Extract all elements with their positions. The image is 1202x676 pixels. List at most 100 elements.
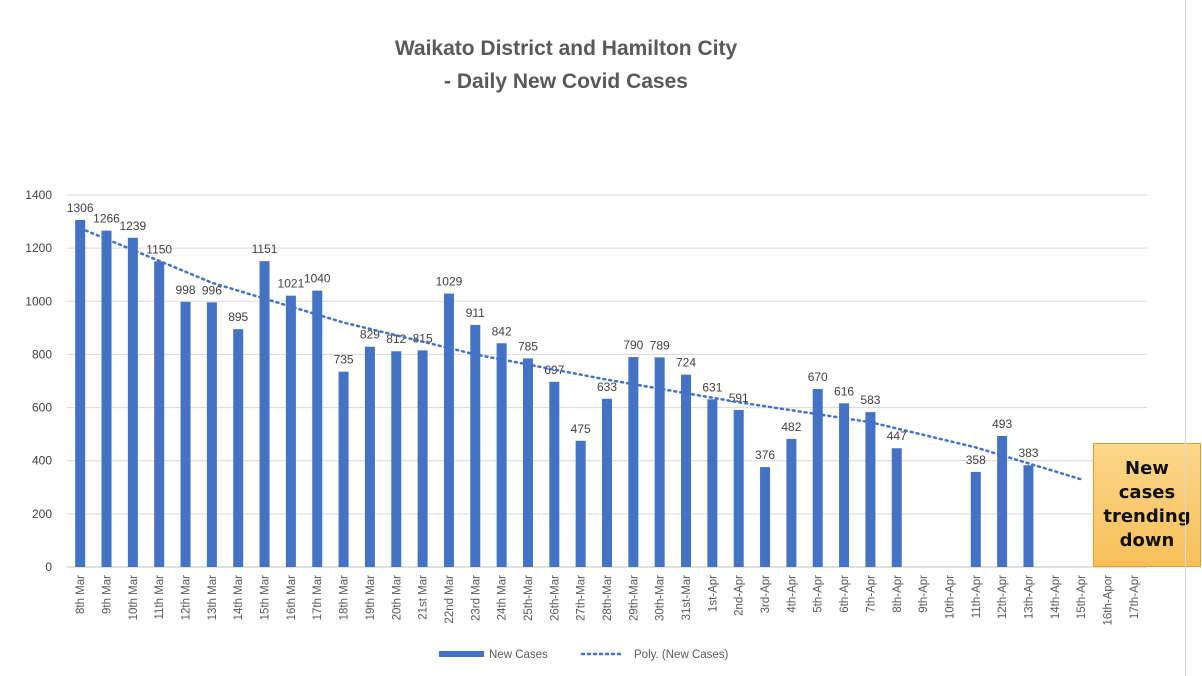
data-label: 1021 xyxy=(278,277,305,291)
x-tick-label: 31st-Mar xyxy=(681,575,693,621)
bar xyxy=(575,440,586,567)
frame-divider xyxy=(1185,0,1186,676)
bar xyxy=(312,290,323,567)
x-tick-label: 3rd-Apr xyxy=(760,575,772,614)
legend-swatch-new-cases xyxy=(439,651,484,657)
chart-title: Waikato District and Hamilton City - Dai… xyxy=(0,32,1132,98)
y-tick-label: 800 xyxy=(32,347,52,361)
x-tick-label: 11th-Apr xyxy=(971,575,983,618)
x-tick-label: 10th Mar xyxy=(128,575,140,621)
bar xyxy=(233,329,244,567)
x-tick-label: 16th-Apor xyxy=(1102,575,1114,626)
data-label: 724 xyxy=(676,356,696,370)
x-tick-label: 28th-Mar xyxy=(602,575,614,621)
trendline xyxy=(78,226,1083,481)
x-tick-label: 12th Mar xyxy=(181,575,193,621)
x-tick-label: 15th-Apr xyxy=(1076,575,1088,619)
data-label: 670 xyxy=(808,370,828,384)
bar xyxy=(970,471,981,567)
bar xyxy=(733,409,744,567)
bar xyxy=(417,350,428,567)
bar xyxy=(154,261,165,567)
bar xyxy=(760,467,771,567)
annotation-line: trending xyxy=(1103,506,1191,527)
y-tick-label: 400 xyxy=(32,454,52,468)
x-tick-label: 26th-Mar xyxy=(549,575,561,621)
x-tick-label: 22nd Mar xyxy=(444,575,456,624)
data-label: 493 xyxy=(992,417,1012,431)
data-label: 895 xyxy=(228,310,248,324)
bar xyxy=(1023,465,1034,567)
y-tick-label: 200 xyxy=(32,507,52,521)
x-tick-label: 15th Mar xyxy=(260,575,272,621)
bar xyxy=(997,436,1008,567)
data-label: 697 xyxy=(544,363,564,377)
bar xyxy=(259,261,270,567)
y-tick-label: 1400 xyxy=(25,188,52,202)
x-tick-label: 24th Mar xyxy=(497,575,509,621)
x-tick-label: 8th Mar xyxy=(75,575,87,614)
bar xyxy=(839,403,850,567)
bar xyxy=(522,358,533,567)
annotation-line: New xyxy=(1125,458,1169,479)
x-tick-label: 30th-Mar xyxy=(655,575,667,621)
data-label: 1239 xyxy=(120,219,147,233)
chart-title-line1: Waikato District and Hamilton City xyxy=(394,37,738,60)
x-tick-label: 23rd Mar xyxy=(470,575,482,621)
bar xyxy=(206,302,217,567)
data-label: 998 xyxy=(176,283,196,297)
x-tick-label: 29th-Mar xyxy=(628,575,640,621)
bar xyxy=(891,448,902,567)
x-tick-label: 14th-Apr xyxy=(1050,575,1062,619)
bar xyxy=(391,351,402,567)
x-tick-label: 20th Mar xyxy=(391,575,403,621)
data-label: 911 xyxy=(466,306,485,320)
bar xyxy=(812,388,823,567)
x-tick-label: 27th-Mar xyxy=(576,575,588,621)
data-label: 631 xyxy=(702,380,722,394)
bar xyxy=(865,412,876,567)
bar xyxy=(285,295,296,567)
bar xyxy=(628,357,639,567)
x-tick-label: 5th-Apr xyxy=(813,575,825,613)
data-label: 996 xyxy=(202,283,222,297)
x-tick-label: 7th-Apr xyxy=(865,575,877,613)
x-tick-label: 12th-Apr xyxy=(997,575,1009,619)
chart-title-line2: - Daily New Covid Cases xyxy=(444,70,688,93)
x-tick-label: 10th-Apr xyxy=(944,575,956,619)
x-tick-label: 25th-Mar xyxy=(523,575,535,621)
data-label: 1266 xyxy=(93,212,120,226)
x-tick-label: 18th Mar xyxy=(339,575,351,621)
annotation-line: down xyxy=(1119,530,1175,551)
data-label: 735 xyxy=(334,353,354,367)
data-label: 358 xyxy=(966,453,986,467)
bar xyxy=(549,381,560,567)
data-label: 785 xyxy=(518,339,538,353)
x-tick-label: 17th-Apr xyxy=(1129,575,1141,619)
data-label: 1150 xyxy=(146,242,172,256)
data-label: 482 xyxy=(781,420,801,434)
bar xyxy=(364,346,375,567)
bar xyxy=(496,343,507,567)
y-tick-label: 1200 xyxy=(25,241,52,255)
x-tick-label: 13th-Apr xyxy=(1023,575,1035,619)
bar xyxy=(707,399,718,567)
bar xyxy=(654,357,665,567)
bar xyxy=(180,301,191,567)
x-tick-label: 1st-Apr xyxy=(707,575,719,612)
x-tick-label: 9th-Apr xyxy=(918,575,930,613)
x-tick-label: 21st Mar xyxy=(418,575,430,620)
annotation-box: New cases trending down xyxy=(1093,443,1201,567)
bar xyxy=(786,438,797,567)
data-label: 383 xyxy=(1018,446,1038,460)
x-tick-label: 13th Mar xyxy=(207,575,219,621)
x-tick-label: 2nd-Apr xyxy=(734,575,746,616)
data-label: 616 xyxy=(834,384,854,398)
bar xyxy=(101,230,112,567)
x-tick-label: 16th Mar xyxy=(286,575,298,621)
legend-label-new-cases: New Cases xyxy=(489,649,548,661)
data-label: 447 xyxy=(887,429,907,443)
x-tick-label: 14th Mar xyxy=(233,575,245,621)
x-tick-label: 9th Mar xyxy=(102,575,114,614)
